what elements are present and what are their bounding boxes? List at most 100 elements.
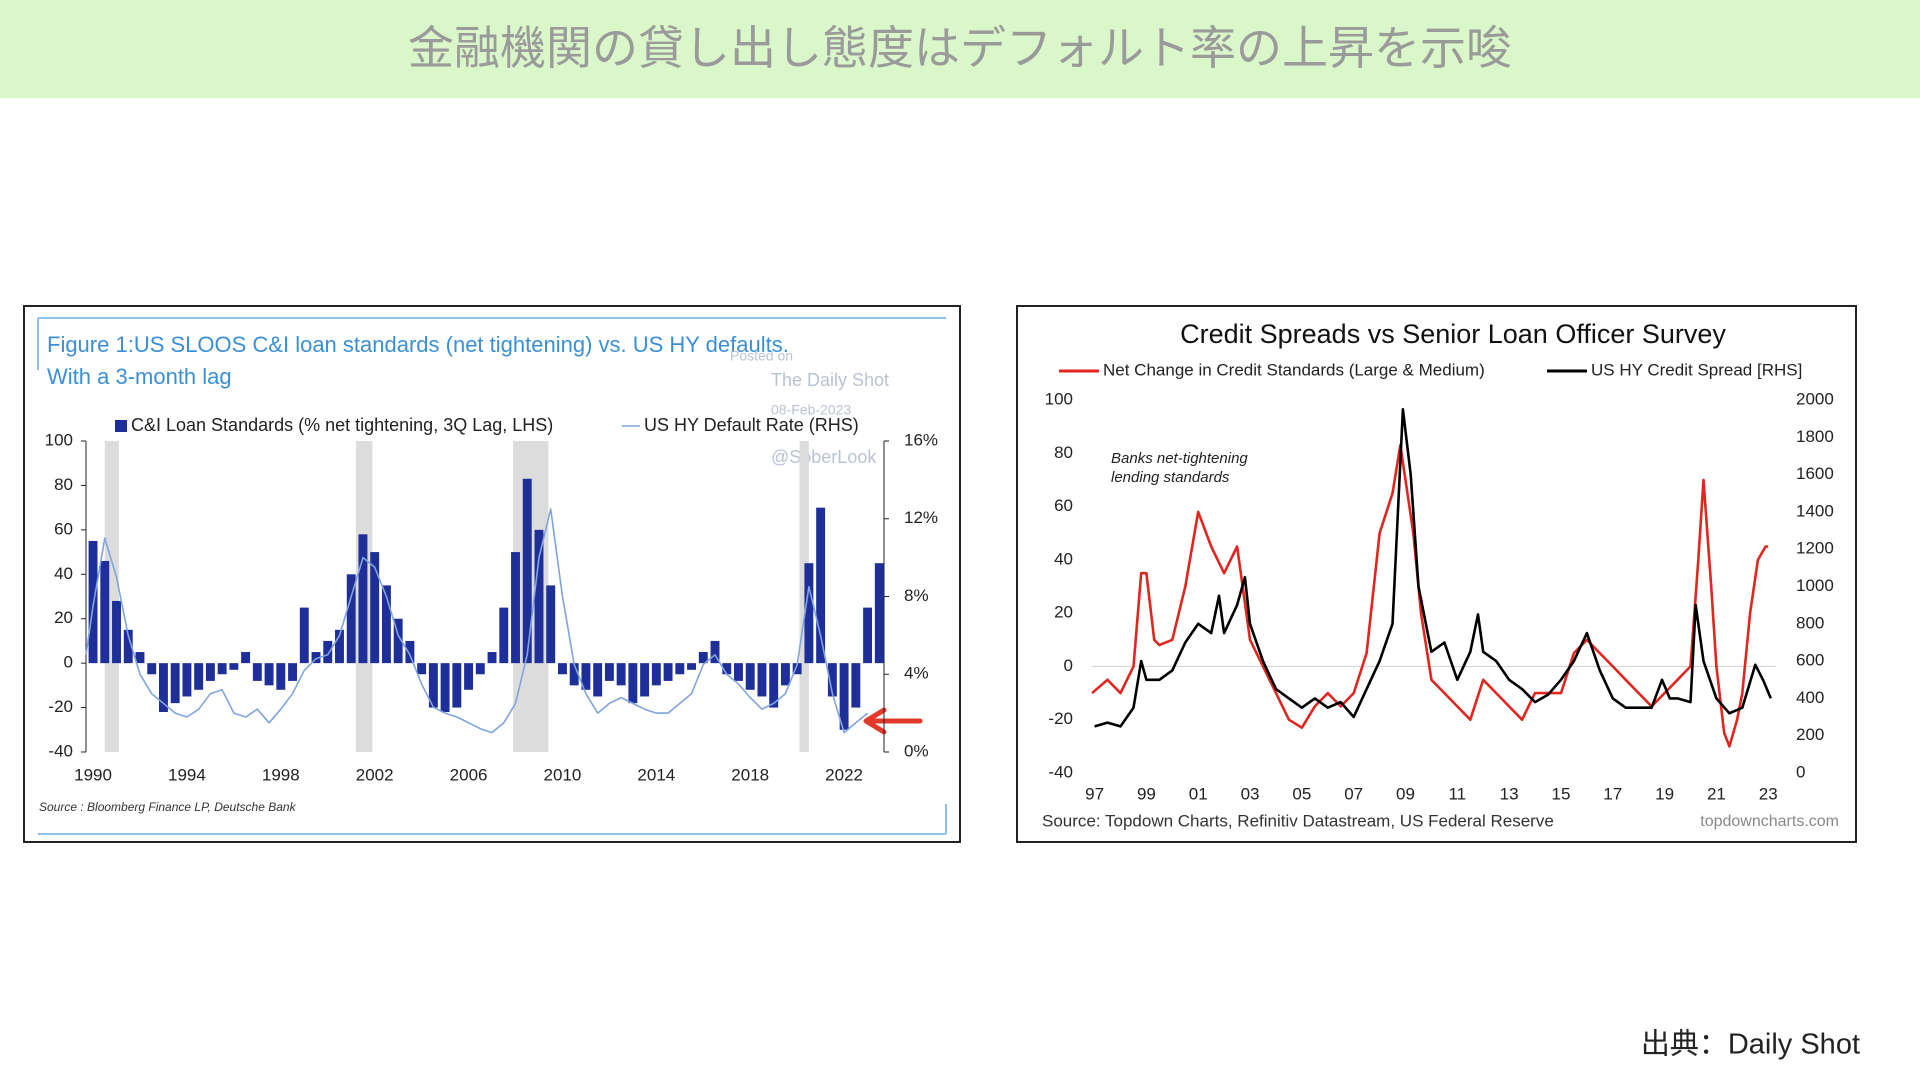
bar [593, 663, 603, 697]
y2-tick-label: 1600 [1796, 464, 1834, 483]
y2-tick-label: 4% [904, 664, 929, 683]
bar [217, 663, 227, 675]
bar [264, 663, 274, 686]
watermark: The Daily Shot [771, 370, 889, 390]
x-tick-label: 2018 [731, 765, 769, 784]
watermark: 08-Feb-2023 [771, 402, 851, 418]
bar [628, 663, 638, 704]
y2-tick-label: 16% [904, 430, 938, 449]
y-tick-label: 40 [1054, 549, 1073, 568]
bar [569, 663, 579, 686]
y2-tick-label: 0 [1796, 762, 1805, 781]
bar [557, 663, 567, 675]
chart-subtitle: With a 3-month lag [47, 364, 232, 389]
y-tick-label: 60 [1054, 496, 1073, 515]
bar [170, 663, 180, 704]
recession-shade [799, 441, 809, 752]
y-tick-label: -40 [1048, 762, 1073, 781]
bar [499, 607, 509, 664]
x-tick-label: 05 [1292, 784, 1311, 803]
chart-title: Credit Spreads vs Senior Loan Officer Su… [1180, 319, 1726, 349]
bar [135, 652, 145, 664]
x-tick-label: 2022 [825, 765, 863, 784]
x-tick-label: 97 [1085, 784, 1104, 803]
bar [370, 552, 380, 664]
x-tick-label: 1998 [262, 765, 300, 784]
bar [158, 663, 168, 713]
x-tick-label: 1990 [74, 765, 112, 784]
y-tick-label: 0 [64, 653, 73, 672]
bar [100, 560, 110, 664]
watermark: Posted on [730, 348, 793, 364]
y-tick-label: 20 [54, 608, 73, 627]
y-tick-label: 100 [1045, 389, 1073, 408]
bar [252, 663, 262, 681]
y2-tick-label: 1400 [1796, 501, 1834, 520]
y-tick-label: 80 [1054, 443, 1073, 462]
y2-tick-label: 200 [1796, 725, 1824, 744]
y-tick-label: -20 [48, 697, 73, 716]
red-arrow [863, 707, 923, 735]
recession-shade [104, 441, 119, 752]
x-tick-label: 15 [1551, 784, 1570, 803]
annotation: Banks net-tightening [1111, 450, 1248, 467]
y2-tick-label: 1200 [1796, 539, 1834, 558]
bar [323, 640, 333, 664]
bar [769, 663, 779, 708]
annotation: lending standards [1111, 469, 1230, 486]
bar [827, 663, 837, 697]
chart-source: Source : Bloomberg Finance LP, Deutsche … [39, 800, 297, 814]
bar [182, 663, 192, 697]
y2-tick-label: 400 [1796, 688, 1824, 707]
x-tick-label: 07 [1344, 784, 1363, 803]
bar [428, 663, 438, 708]
x-tick-label: 2006 [450, 765, 488, 784]
y2-tick-label: 0% [904, 741, 929, 760]
bar [393, 618, 403, 664]
bar [734, 663, 743, 681]
x-tick-label: 17 [1603, 784, 1622, 803]
x-tick-label: 1994 [168, 765, 206, 784]
source-credit: 出典：Daily Shot [1641, 1028, 1860, 1061]
y-tick-label: 80 [54, 475, 73, 494]
bar [405, 640, 415, 664]
bar [863, 607, 873, 664]
y2-tick-label: 8% [904, 586, 929, 605]
bar [194, 663, 204, 690]
chart-credit: topdowncharts.com [1700, 813, 1839, 830]
x-tick-label: 2002 [356, 765, 394, 784]
bar [112, 600, 121, 664]
bar [780, 663, 790, 686]
y2-tick-label: 12% [904, 508, 938, 527]
bar [346, 574, 356, 664]
bar [663, 663, 673, 681]
y-tick-label: -40 [48, 741, 73, 760]
x-tick-label: 13 [1500, 784, 1519, 803]
x-tick-label: 09 [1396, 784, 1415, 803]
y-tick-label: 100 [45, 430, 73, 449]
y-tick-label: 0 [1064, 656, 1073, 675]
bar [241, 652, 251, 664]
bar [604, 663, 614, 681]
bar [475, 663, 485, 675]
bar [687, 663, 697, 670]
y-tick-label: 20 [1054, 603, 1073, 622]
bar [792, 663, 802, 675]
y2-tick-label: 1800 [1796, 427, 1834, 446]
bar [452, 663, 462, 708]
bar [874, 563, 884, 664]
x-tick-label: 23 [1759, 784, 1778, 803]
y2-tick-label: 600 [1796, 651, 1824, 670]
bar [487, 652, 497, 664]
legend-label: C&I Loan Standards (% net tightening, 3Q… [131, 415, 553, 435]
legend-label: US HY Default Rate (RHS) [644, 415, 859, 435]
bar [205, 663, 215, 681]
bar [616, 663, 626, 686]
bar [698, 652, 708, 664]
series-line [85, 508, 869, 734]
bar [710, 640, 720, 664]
x-tick-label: 99 [1137, 784, 1156, 803]
y2-tick-label: 800 [1796, 613, 1824, 632]
y-tick-label: -20 [1048, 709, 1073, 728]
